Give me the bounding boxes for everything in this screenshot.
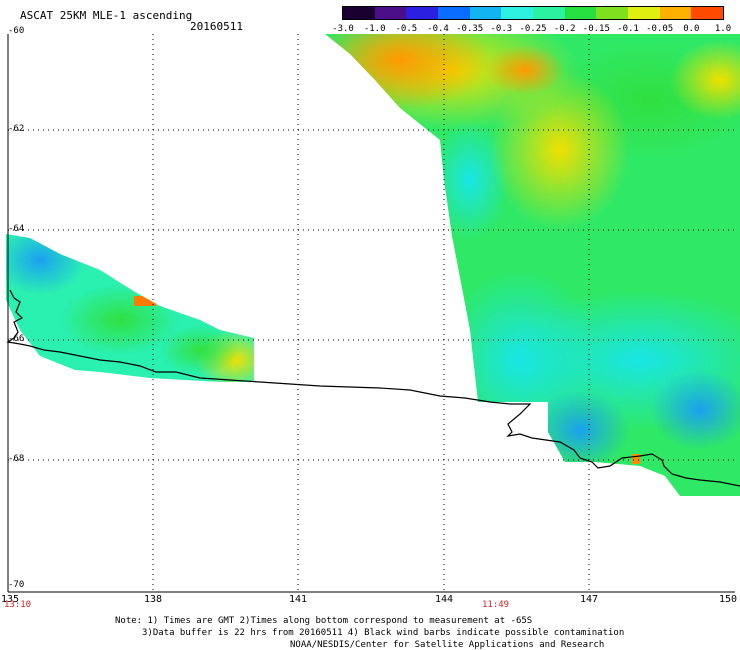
y-tick-label: -66 [8,334,25,344]
colorbar-label: -0.05 [646,24,674,34]
x-tick-label: 135 [0,594,20,605]
colorbar-segment [628,7,661,19]
time-label-mid: 11:49 [482,600,510,610]
axes-frame [7,34,735,593]
note-line-2: 3)Data buffer is 22 hrs from 20160511 4)… [142,628,625,638]
colorbar-label: 1.0 [714,24,732,34]
colorbar-label: -0.2 [553,24,576,34]
colorbar-label: 0.0 [683,24,700,34]
colorbar-label: -0.4 [427,24,449,34]
colorbar [342,6,724,20]
x-tick-label: 147 [579,594,599,605]
time-label-left: 13:10 [4,600,32,610]
x-tick-label: 138 [143,594,163,605]
colorbar-segment [659,7,692,19]
colorbar-label: -3.0 [332,24,354,34]
x-tick-label: 141 [288,594,308,605]
colorbar-label: -0.5 [395,24,418,34]
map-date: 20160511 [190,20,243,33]
colorbar-label: -0.25 [519,24,547,34]
colorbar-segment [343,7,376,19]
y-tick-label: -68 [8,454,25,464]
colorbar-segment [406,7,439,19]
lat-lon-grid [8,34,735,592]
colorbar-label: -0.35 [456,24,484,34]
east-data-swath [325,34,740,496]
y-tick-label: -62 [8,124,25,134]
y-tick-label: -64 [8,224,25,234]
x-tick-label: 144 [434,594,454,605]
coastline [6,289,740,487]
colorbar-segment [501,7,534,19]
map-title: ASCAT 25KM MLE-1 ascending [20,9,193,22]
colorbar-segment [438,7,471,19]
colorbar-segment [564,7,597,19]
colorbar-label: -0.3 [490,24,513,34]
colorbar-label: -1.0 [363,24,386,34]
colorbar-segment [533,7,566,19]
note-line-1: Note: 1) Times are GMT 2)Times along bot… [115,616,533,626]
y-tick-label: -70 [8,580,25,590]
colorbar-label: -0.1 [617,24,639,34]
y-tick-label: -60 [8,26,25,36]
colorbar-segment [596,7,629,19]
colorbar-segment [469,7,502,19]
x-tick-label: 150 [718,594,738,605]
note-line-3: NOAA/NESDIS/Center for Satellite Applica… [290,640,605,650]
colorbar-segment [691,7,724,19]
colorbar-label: -0.15 [582,24,610,34]
colorbar-segment [374,7,407,19]
